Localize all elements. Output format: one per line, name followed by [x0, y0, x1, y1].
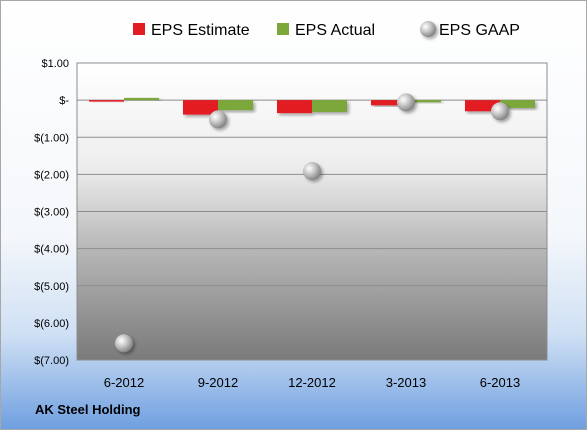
x-tick-label: 12-2012 — [288, 375, 336, 390]
company-name: AK Steel Holding — [35, 402, 141, 417]
gaap-marker — [397, 93, 415, 112]
legend-label: EPS Estimate — [151, 22, 250, 39]
bars — [89, 97, 535, 115]
y-tick-label: $(5.00) — [34, 281, 69, 293]
legend-label: EPS Actual — [295, 22, 375, 39]
x-tick-label: 3-2013 — [386, 375, 426, 390]
x-axis: 6-2012 9-2012 12-2012 3-2013 6-2013 — [104, 375, 520, 390]
y-tick-label: $(1.00) — [34, 132, 69, 144]
gaap-marker — [115, 334, 133, 353]
bar-eps-estimate — [465, 100, 500, 112]
y-axis: $1.00 $- $(1.00) $(2.00) $(3.00) $(4.00) $(5.0… — [34, 58, 69, 367]
bar-eps-estimate — [183, 100, 218, 115]
legend-label: EPS GAAP — [439, 22, 520, 39]
gaap-markers — [115, 93, 509, 353]
bar-eps-actual — [218, 100, 253, 111]
y-tick-label: $(3.00) — [34, 207, 69, 219]
y-tick-label: $1.00 — [41, 58, 69, 70]
y-tick-label: $- — [59, 95, 69, 107]
y-tick-label: $(7.00) — [34, 355, 69, 367]
legend: EPS Estimate EPS Actual EPS GAAP — [133, 21, 520, 39]
bar-eps-actual — [124, 97, 159, 101]
bar-eps-actual — [500, 100, 535, 108]
x-tick-label: 6-2013 — [480, 375, 520, 390]
legend-swatch — [133, 23, 145, 35]
gaap-marker — [209, 110, 227, 129]
gaap-marker — [303, 162, 321, 181]
bar-eps-estimate — [371, 100, 406, 106]
bar-eps-actual — [312, 100, 347, 113]
gaap-marker — [491, 102, 509, 121]
y-tick-label: $(4.00) — [34, 244, 69, 256]
y-tick-label: $(6.00) — [34, 318, 69, 330]
bar-eps-estimate — [89, 100, 124, 102]
x-tick-label: 9-2012 — [198, 375, 238, 390]
legend-swatch — [277, 23, 289, 35]
bar-eps-actual — [406, 100, 441, 103]
legend-marker — [420, 21, 436, 37]
bar-eps-estimate — [277, 100, 312, 114]
y-tick-label: $(2.00) — [34, 169, 69, 181]
x-tick-label: 6-2012 — [104, 375, 144, 390]
